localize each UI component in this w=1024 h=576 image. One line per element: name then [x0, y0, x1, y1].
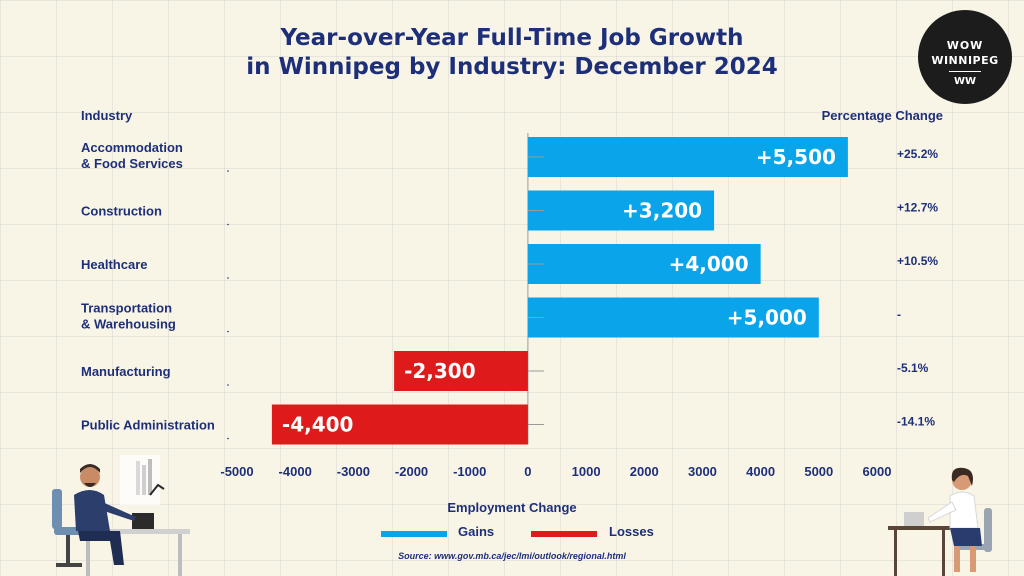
percentage-change-2: +10.5%: [897, 254, 938, 268]
logo-divider: [949, 71, 981, 72]
logo-text-bottom: WW: [953, 76, 977, 87]
legend-losses-swatch: [531, 531, 597, 537]
bar-4: [394, 351, 528, 391]
category-label-line: Construction: [81, 204, 162, 219]
category-label-line: Transportation: [81, 301, 172, 316]
chart-title-line2: in Winnipeg by Industry: December 2024: [246, 54, 778, 80]
x-tick-label-3: -2000: [395, 464, 428, 479]
bar-5: [271, 404, 528, 445]
category-label-line: & Food Services: [81, 156, 183, 171]
row-marker-1: [227, 223, 229, 226]
x-tick-label-2: -3000: [337, 464, 370, 479]
data-label-3: +5,000: [727, 306, 807, 330]
category-label-line: Public Administration: [81, 418, 215, 433]
category-label-2: Healthcare: [81, 257, 147, 272]
category-label-0: Accommodation & Food Services: [81, 140, 183, 171]
man-at-desk-illustration: [52, 455, 190, 576]
wow-winnipeg-logo: WOW WINNIPEG WW: [918, 10, 1012, 104]
legend-gains-swatch: [381, 531, 447, 537]
percentage-change-4: -5.1%: [897, 361, 929, 375]
category-label-1: Construction: [81, 204, 162, 219]
bar-3: [527, 297, 819, 338]
row-marker-4: [227, 384, 229, 386]
logo-text-top: WOW: [946, 39, 984, 52]
x-tick-label-10: 5000: [804, 464, 833, 479]
row-marker-2: [227, 277, 229, 279]
category-label-line: Accommodation: [81, 140, 183, 155]
source-note: Source: www.gov.mb.ca/jec/lmi/outlook/re…: [398, 551, 626, 561]
row-marker-3: [227, 330, 229, 333]
x-tick-label-9: 4000: [746, 464, 775, 479]
percentage-change-5: -14.1%: [897, 415, 935, 429]
legend-gains-label: Gains: [458, 524, 495, 539]
bar-2: [527, 244, 761, 284]
category-label-4: Manufacturing: [81, 364, 171, 379]
percentage-change-0: +25.2%: [897, 147, 938, 161]
x-tick-label-6: 1000: [572, 464, 601, 479]
percentage-column-header: Percentage Change: [821, 108, 943, 123]
chart-title-line1: Year-over-Year Full-Time Job Growth: [280, 25, 744, 51]
category-label-line: Healthcare: [81, 257, 147, 272]
category-label-line: Manufacturing: [81, 364, 171, 379]
data-label-4: -2,300: [404, 359, 476, 383]
logo-text-middle: WINNIPEG: [931, 54, 999, 67]
x-tick-label-7: 2000: [630, 464, 659, 479]
row-marker-5: [227, 437, 229, 440]
x-tick-label-0: -5000: [220, 464, 253, 479]
x-tick-label-1: -4000: [279, 464, 312, 479]
category-label-line: & Warehousing: [81, 317, 176, 332]
x-tick-label-8: 3000: [688, 464, 717, 479]
data-label-5: -4,400: [282, 413, 354, 437]
woman-at-desk-illustration: [888, 467, 992, 576]
percentage-change-1: +12.7%: [897, 201, 938, 215]
category-label-3: Transportation & Warehousing: [81, 301, 176, 332]
data-label-0: +5,500: [756, 145, 836, 169]
x-tick-label-5: 0: [524, 464, 531, 479]
percentage-change-3: -: [897, 308, 901, 322]
bar-1: [527, 190, 715, 231]
category-label-5: Public Administration: [81, 418, 215, 433]
chart-title: Year-over-Year Full-Time Job Growth in W…: [0, 24, 1024, 82]
x-tick-label-4: -1000: [453, 464, 486, 479]
data-label-2: +4,000: [669, 252, 749, 276]
industry-column-header: Industry: [81, 108, 133, 123]
legend-losses-label: Losses: [609, 524, 654, 539]
x-axis-title: Employment Change: [447, 500, 577, 515]
x-tick-label-11: 6000: [863, 464, 892, 479]
data-label-1: +3,200: [622, 199, 702, 223]
row-marker-0: [227, 170, 229, 172]
bar-0: [527, 137, 848, 177]
